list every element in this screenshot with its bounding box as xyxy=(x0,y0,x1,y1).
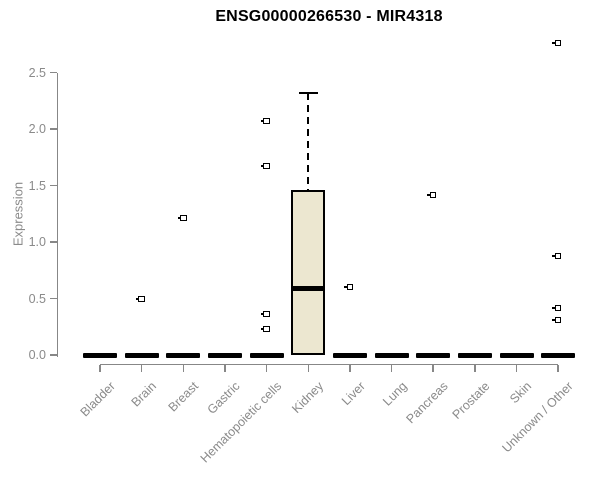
y-tick-mark xyxy=(50,71,57,74)
y-tick-label: 2.5 xyxy=(28,65,46,80)
y-tick-label: 1.0 xyxy=(28,235,46,249)
y-tick-mark xyxy=(50,297,57,300)
x-tick-mark xyxy=(140,364,143,372)
collapsed-box-median xyxy=(499,352,534,358)
median-line xyxy=(293,285,324,291)
x-tick-label: Breast xyxy=(165,378,202,414)
x-tick-mark xyxy=(474,364,476,372)
x-tick-mark xyxy=(99,364,101,372)
outlier-marker xyxy=(136,295,145,302)
y-tick-mark xyxy=(50,128,57,130)
x-tick-mark xyxy=(349,364,351,372)
outlier-marker xyxy=(552,252,562,259)
outlier-marker xyxy=(552,316,562,323)
y-tick-mark xyxy=(50,241,57,243)
y-tick-label: 0.5 xyxy=(28,291,46,306)
outlier-marker xyxy=(261,311,270,318)
collapsed-box-median xyxy=(166,352,201,358)
outlier-marker xyxy=(344,284,354,291)
collapsed-box-median xyxy=(541,352,576,358)
x-axis-line xyxy=(100,363,559,366)
x-tick-mark xyxy=(390,364,393,372)
x-tick-mark xyxy=(557,364,559,372)
x-tick-label: Skin xyxy=(507,378,535,406)
x-tick-label: Kidney xyxy=(289,378,327,416)
y-tick-label: 0.0 xyxy=(28,348,46,362)
collapsed-box-median xyxy=(207,352,242,358)
collapsed-box-median xyxy=(83,352,117,358)
whisker-cap xyxy=(298,91,318,95)
collapsed-box-median xyxy=(457,352,492,358)
outlier-marker xyxy=(552,40,562,47)
collapsed-box-median xyxy=(124,352,159,358)
x-tick-label: Brain xyxy=(129,378,160,410)
y-tick-mark xyxy=(50,354,57,356)
x-tick-mark xyxy=(515,364,518,372)
outlier-marker xyxy=(427,191,437,198)
collapsed-box-median xyxy=(249,352,284,358)
outlier-marker xyxy=(552,304,562,311)
x-tick-mark xyxy=(265,364,268,372)
collapsed-box-median xyxy=(416,352,451,358)
outlier-marker xyxy=(261,326,270,332)
collapsed-box-median xyxy=(374,352,409,358)
x-tick-label: Liver xyxy=(338,378,368,408)
collapsed-box-median xyxy=(332,352,367,358)
x-tick-label: Prostate xyxy=(449,378,493,422)
upper-whisker xyxy=(307,92,310,190)
y-axis-line xyxy=(56,72,58,357)
outlier-marker xyxy=(177,215,187,222)
y-tick-label: 2.0 xyxy=(28,122,46,136)
x-tick-mark xyxy=(432,364,434,372)
x-tick-label: Bladder xyxy=(77,378,118,419)
x-tick-label: Hematopoietic cells xyxy=(197,378,285,466)
x-tick-label: Pancreas xyxy=(403,378,452,426)
outlier-marker xyxy=(261,163,270,170)
y-tick-label: 1.5 xyxy=(28,178,46,193)
x-tick-mark xyxy=(307,364,309,372)
x-tick-label: Unknown / Other xyxy=(499,378,577,455)
x-tick-label: Gastric xyxy=(204,378,243,417)
chart-title: ENSG00000266530 - MIR4318 xyxy=(215,8,443,25)
x-tick-mark xyxy=(182,364,185,372)
y-tick-mark xyxy=(50,184,57,187)
outlier-marker xyxy=(261,118,270,125)
box xyxy=(291,190,326,355)
x-tick-label: Lung xyxy=(379,378,410,409)
x-tick-mark xyxy=(224,364,226,372)
